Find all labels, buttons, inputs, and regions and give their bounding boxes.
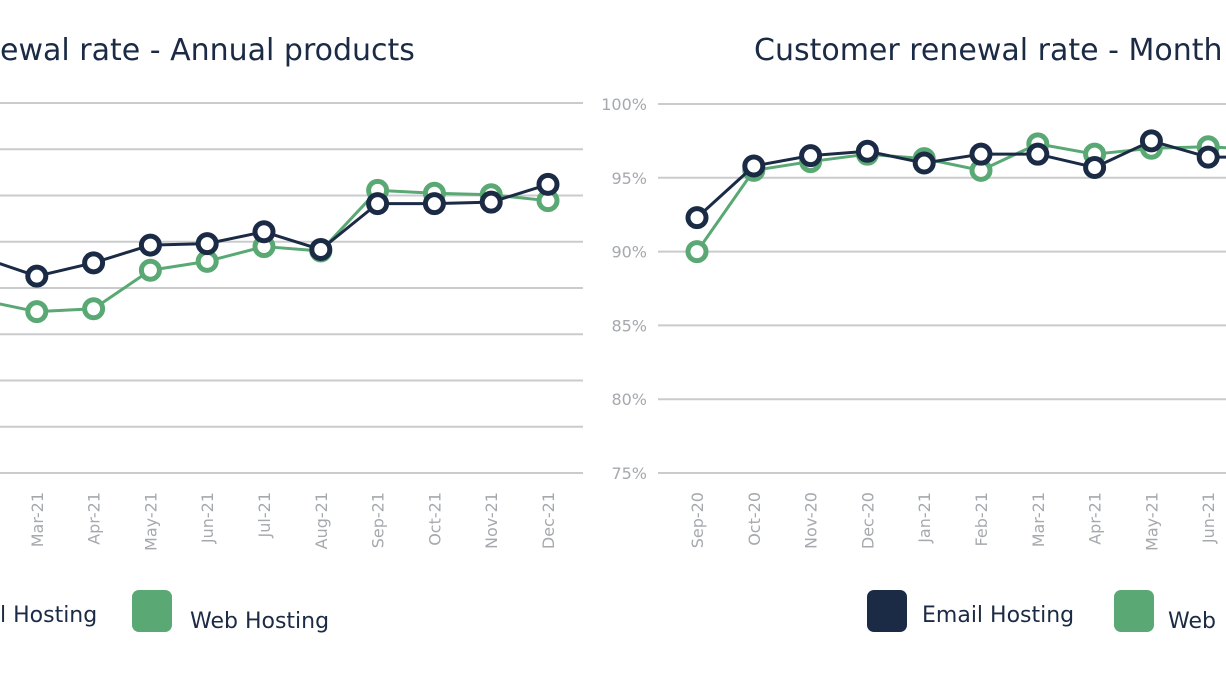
data-point bbox=[366, 192, 390, 216]
legend-swatch bbox=[867, 590, 907, 632]
x-tick-label: Jul-21 bbox=[255, 492, 274, 538]
chart-title: ewal rate - Annual products bbox=[0, 33, 415, 68]
chart-title: Customer renewal rate - Month bbox=[754, 33, 1223, 68]
data-point bbox=[309, 238, 333, 262]
data-point bbox=[195, 232, 219, 256]
data-point bbox=[536, 172, 560, 196]
data-point bbox=[1139, 129, 1163, 153]
x-tick-label: Jun-21 bbox=[198, 492, 217, 544]
x-tick-label: Apr-21 bbox=[85, 492, 104, 545]
data-point bbox=[82, 297, 106, 321]
data-point bbox=[799, 144, 823, 168]
y-tick-label: 75% bbox=[611, 464, 647, 483]
x-tick-label: Mar-21 bbox=[1029, 492, 1048, 547]
data-point bbox=[25, 264, 49, 288]
data-point bbox=[1026, 142, 1050, 166]
data-point bbox=[25, 300, 49, 324]
x-tick-label: Dec-21 bbox=[539, 492, 558, 549]
y-tick-label: 90% bbox=[611, 243, 647, 262]
y-tick-label: 95% bbox=[611, 169, 647, 188]
legend-label: l Hosting bbox=[0, 603, 97, 628]
annual-products-chart: ewal rate - Annual products Feb-21Mar-21… bbox=[0, 33, 583, 634]
x-tick-label: Oct-21 bbox=[425, 492, 444, 546]
data-point bbox=[422, 192, 446, 216]
data-point bbox=[479, 190, 503, 214]
y-tick-label: 80% bbox=[611, 390, 647, 409]
x-tick-label: Oct-20 bbox=[745, 492, 764, 546]
legend-label: Web Hosting bbox=[190, 609, 329, 634]
data-point bbox=[252, 220, 276, 244]
legend-swatch bbox=[132, 590, 172, 632]
data-point bbox=[685, 206, 709, 230]
data-point bbox=[969, 142, 993, 166]
data-point bbox=[742, 154, 766, 178]
x-tick-label: Feb-21 bbox=[972, 492, 991, 546]
x-tick-label: May-21 bbox=[141, 492, 160, 551]
data-point bbox=[1196, 145, 1220, 169]
y-tick-label: 85% bbox=[611, 316, 647, 335]
data-point bbox=[855, 139, 879, 163]
y-tick-label: 100% bbox=[601, 95, 647, 114]
x-tick-label: Aug-21 bbox=[312, 492, 331, 549]
legend-label: Email Hosting bbox=[922, 603, 1074, 628]
x-tick-label: Jun-21 bbox=[1199, 492, 1218, 544]
legend-swatch bbox=[1114, 590, 1154, 632]
data-point bbox=[685, 240, 709, 264]
x-tick-label: Nov-21 bbox=[482, 492, 501, 549]
x-tick-label: Sep-21 bbox=[369, 492, 388, 548]
x-tick-label: Nov-20 bbox=[802, 492, 821, 549]
data-point bbox=[82, 251, 106, 275]
series-line bbox=[695, 142, 1226, 253]
monthly-products-chart: Customer renewal rate - Month 100% 95% 90%… bbox=[601, 33, 1226, 634]
x-tick-label: Apr-21 bbox=[1086, 492, 1105, 545]
data-point bbox=[1083, 155, 1107, 179]
data-point bbox=[138, 233, 162, 257]
x-tick-label: May-21 bbox=[1142, 492, 1161, 551]
legend-label: Web bbox=[1168, 609, 1216, 634]
x-tick-label: Sep-20 bbox=[688, 492, 707, 548]
data-point bbox=[138, 258, 162, 282]
data-point bbox=[912, 151, 936, 175]
x-tick-label: Dec-20 bbox=[858, 492, 877, 549]
x-tick-label: Mar-21 bbox=[28, 492, 47, 547]
x-tick-label: Jan-21 bbox=[915, 492, 934, 544]
